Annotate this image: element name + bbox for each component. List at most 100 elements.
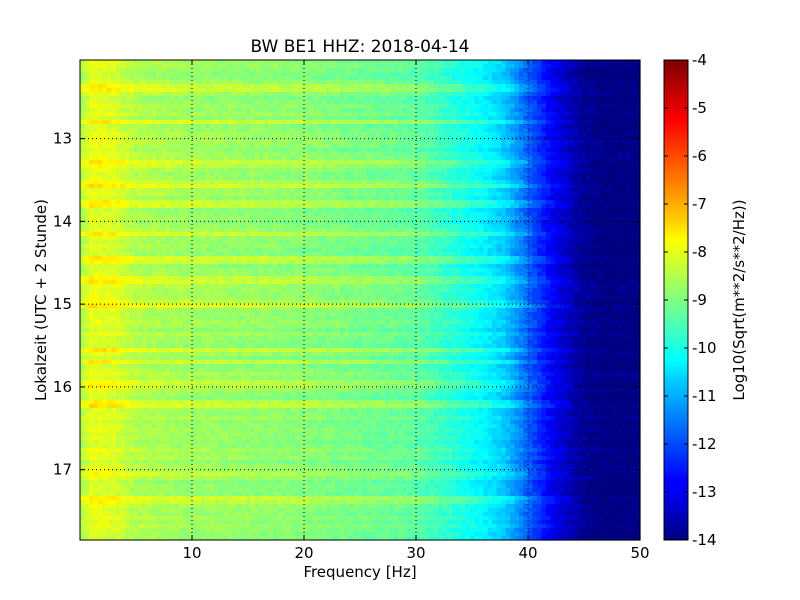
heatmap-cell [380, 164, 386, 169]
heatmap-cell [259, 124, 265, 129]
heatmap-cell [227, 60, 233, 65]
heatmap-cell [541, 72, 547, 77]
heatmap-cell [581, 188, 587, 193]
heatmap-cell [541, 148, 547, 153]
heatmap-cell [456, 60, 462, 65]
heatmap-cell [608, 140, 614, 145]
heatmap-cell [299, 208, 305, 213]
heatmap-cell [353, 112, 359, 117]
heatmap-cell [474, 120, 480, 125]
heatmap-cell [178, 84, 184, 89]
heatmap-cell [183, 64, 189, 69]
heatmap-cell [196, 68, 202, 73]
heatmap-cell [599, 80, 605, 85]
heatmap-cell [281, 160, 287, 165]
heatmap-cell [474, 152, 480, 157]
heatmap-cell [353, 72, 359, 77]
heatmap-cell [492, 160, 498, 165]
heatmap-cell [501, 120, 507, 125]
heatmap-cell [626, 196, 632, 201]
heatmap-cell [317, 68, 323, 73]
heatmap-cell [317, 172, 323, 177]
heatmap-cell [209, 76, 215, 81]
heatmap-cell [424, 68, 431, 73]
heatmap-cell [259, 96, 265, 101]
heatmap-cell [245, 164, 251, 169]
heatmap-cell [259, 172, 265, 177]
heatmap-cell [214, 208, 220, 213]
heatmap-cell [442, 92, 448, 97]
heatmap-cell [411, 176, 417, 181]
heatmap-cell [223, 76, 229, 81]
heatmap-cell [384, 136, 390, 141]
heatmap-cell [532, 60, 538, 65]
heatmap-cell [277, 132, 283, 137]
heatmap-cell [317, 188, 323, 193]
heatmap-cell [469, 120, 475, 125]
heatmap-cell [151, 176, 157, 181]
heatmap-cell [353, 132, 359, 137]
heatmap-cell [604, 200, 610, 205]
heatmap-cell [483, 144, 489, 149]
heatmap-cell [617, 160, 623, 165]
heatmap-cell [469, 88, 475, 93]
heatmap-cell [496, 92, 502, 97]
heatmap-cell [326, 116, 332, 121]
heatmap-cell [608, 116, 614, 121]
heatmap-cell [124, 84, 130, 89]
heatmap-cell [227, 168, 233, 173]
heatmap-cell [245, 104, 251, 109]
heatmap-cell [348, 108, 354, 113]
heatmap-cell [348, 68, 354, 73]
heatmap-cell [429, 172, 435, 177]
heatmap-cell [196, 96, 202, 101]
heatmap-cell [554, 120, 560, 125]
heatmap-cell [590, 164, 596, 169]
heatmap-cell [290, 132, 296, 137]
heatmap-cell [581, 128, 587, 133]
heatmap-cell [326, 208, 332, 213]
heatmap-cell [138, 212, 144, 217]
heatmap-cell [456, 76, 462, 81]
heatmap-cell [631, 168, 637, 173]
heatmap-cell [353, 104, 359, 109]
heatmap-cell [433, 144, 439, 149]
heatmap-cell [205, 108, 211, 113]
heatmap-cell [433, 200, 439, 205]
heatmap-cell [451, 76, 457, 81]
heatmap-cell [604, 132, 610, 137]
heatmap-cell [218, 116, 224, 121]
heatmap-cell [429, 180, 435, 185]
heatmap-cell [424, 116, 431, 121]
heatmap-cell [599, 140, 605, 145]
heatmap-cell [317, 132, 323, 137]
heatmap-cell [295, 188, 301, 193]
heatmap-cell [563, 144, 569, 149]
heatmap-cell [120, 152, 126, 157]
heatmap-cell [250, 168, 256, 173]
heatmap-cell [223, 196, 229, 201]
heatmap-cell [241, 96, 247, 101]
heatmap-cell [312, 72, 319, 77]
heatmap-cell [572, 176, 578, 181]
heatmap-cell [344, 132, 350, 137]
heatmap-cell [111, 108, 117, 113]
heatmap-cell [474, 108, 480, 113]
heatmap-cell [133, 168, 139, 173]
heatmap-cell [272, 76, 278, 81]
heatmap-cell [541, 168, 547, 173]
heatmap-cell [169, 88, 175, 93]
heatmap-cell [299, 64, 305, 69]
heatmap-cell [380, 200, 386, 205]
heatmap-cell [536, 88, 543, 93]
heatmap-cell [268, 96, 274, 101]
heatmap-cell [214, 156, 220, 161]
heatmap-cell [209, 116, 215, 121]
heatmap-cell [510, 88, 516, 93]
heatmap-cell [232, 172, 238, 177]
heatmap-cell [442, 76, 448, 81]
heatmap-cell [447, 68, 453, 73]
heatmap-cell [429, 140, 435, 145]
heatmap-cell [519, 64, 525, 69]
heatmap-cell [375, 140, 381, 145]
